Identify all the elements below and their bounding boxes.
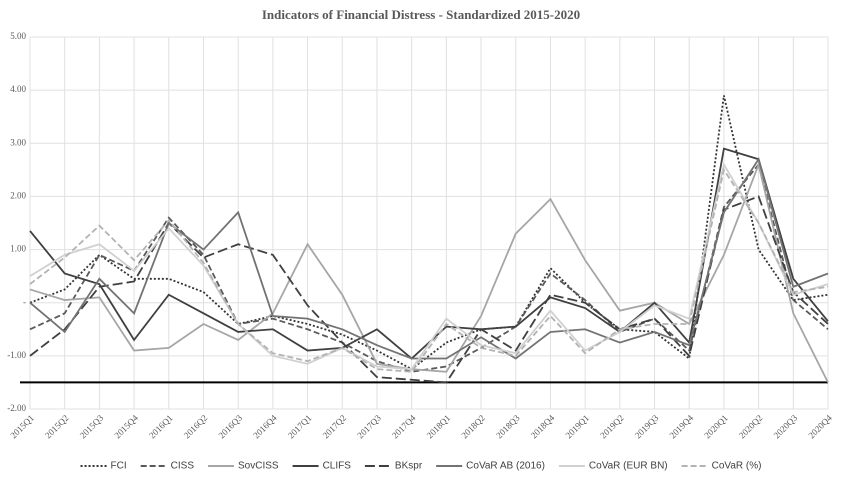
y-tick-label: - <box>23 297 26 307</box>
legend-label: BKspr <box>395 461 423 472</box>
series-line <box>29 195 829 384</box>
y-tick-label: 3.00 <box>10 137 26 147</box>
y-tick-label: 2.00 <box>10 190 26 200</box>
legend-label: CLIFS <box>323 461 352 472</box>
legend-label: SovCISS <box>238 461 279 472</box>
legend-label: CoVaR (%) <box>712 461 762 472</box>
y-tick-label: 1.00 <box>10 244 26 254</box>
y-tick-label: -1.00 <box>7 350 26 360</box>
legend-label: FCI <box>111 461 127 472</box>
series-line <box>29 95 829 371</box>
legend-label: CoVaR AB (2016) <box>466 461 545 472</box>
series-line <box>29 157 829 360</box>
y-tick-label: 5.00 <box>10 31 26 41</box>
y-tick-label: -2.00 <box>7 403 26 413</box>
chart-title: Indicators of Financial Distress - Stand… <box>262 7 580 22</box>
legend-label: CISS <box>171 461 195 472</box>
y-tick-label: 4.00 <box>10 84 26 94</box>
legend-label: CoVaR (EUR BN) <box>589 461 668 472</box>
legend: FCI CISS SovCISS CLIFS BKspr CoVaR AB (2016) C… <box>80 461 762 472</box>
series-line <box>29 162 829 371</box>
series-line <box>29 167 829 373</box>
